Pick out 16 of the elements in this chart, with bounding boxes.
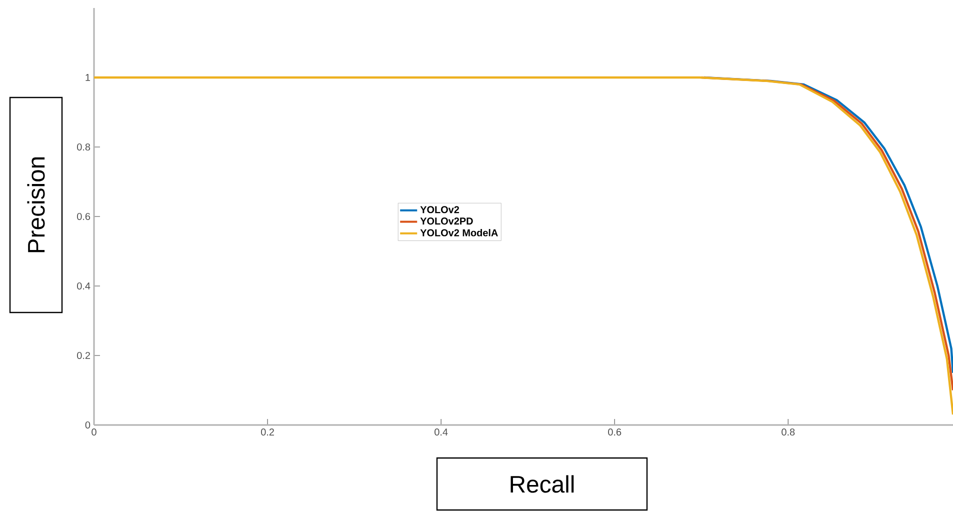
y-tick-label: 0.6: [77, 212, 90, 220]
legend-label: YOLOv2: [420, 206, 460, 214]
y-tick-label: 0.4: [77, 282, 90, 290]
y-axis-title: Precision: [27, 157, 45, 252]
y-tick-label: 1: [86, 74, 90, 81]
x-tick-label: 0.6: [608, 428, 622, 436]
x-tick-label: 0.4: [434, 428, 448, 436]
x-tick-label: 0: [92, 428, 96, 436]
legend-label: YOLOv2PD: [420, 218, 473, 225]
x-tick-label: 0.8: [782, 428, 795, 436]
y-tick-label: 0.8: [77, 143, 90, 151]
x-axis-title: Recall: [510, 475, 574, 493]
y-tick-label: 0.2: [77, 352, 90, 360]
y-tick-label: 0: [85, 421, 90, 429]
legend-label: YOLOv2 ModelA: [420, 228, 498, 236]
x-tick-label: 0.2: [261, 428, 274, 436]
